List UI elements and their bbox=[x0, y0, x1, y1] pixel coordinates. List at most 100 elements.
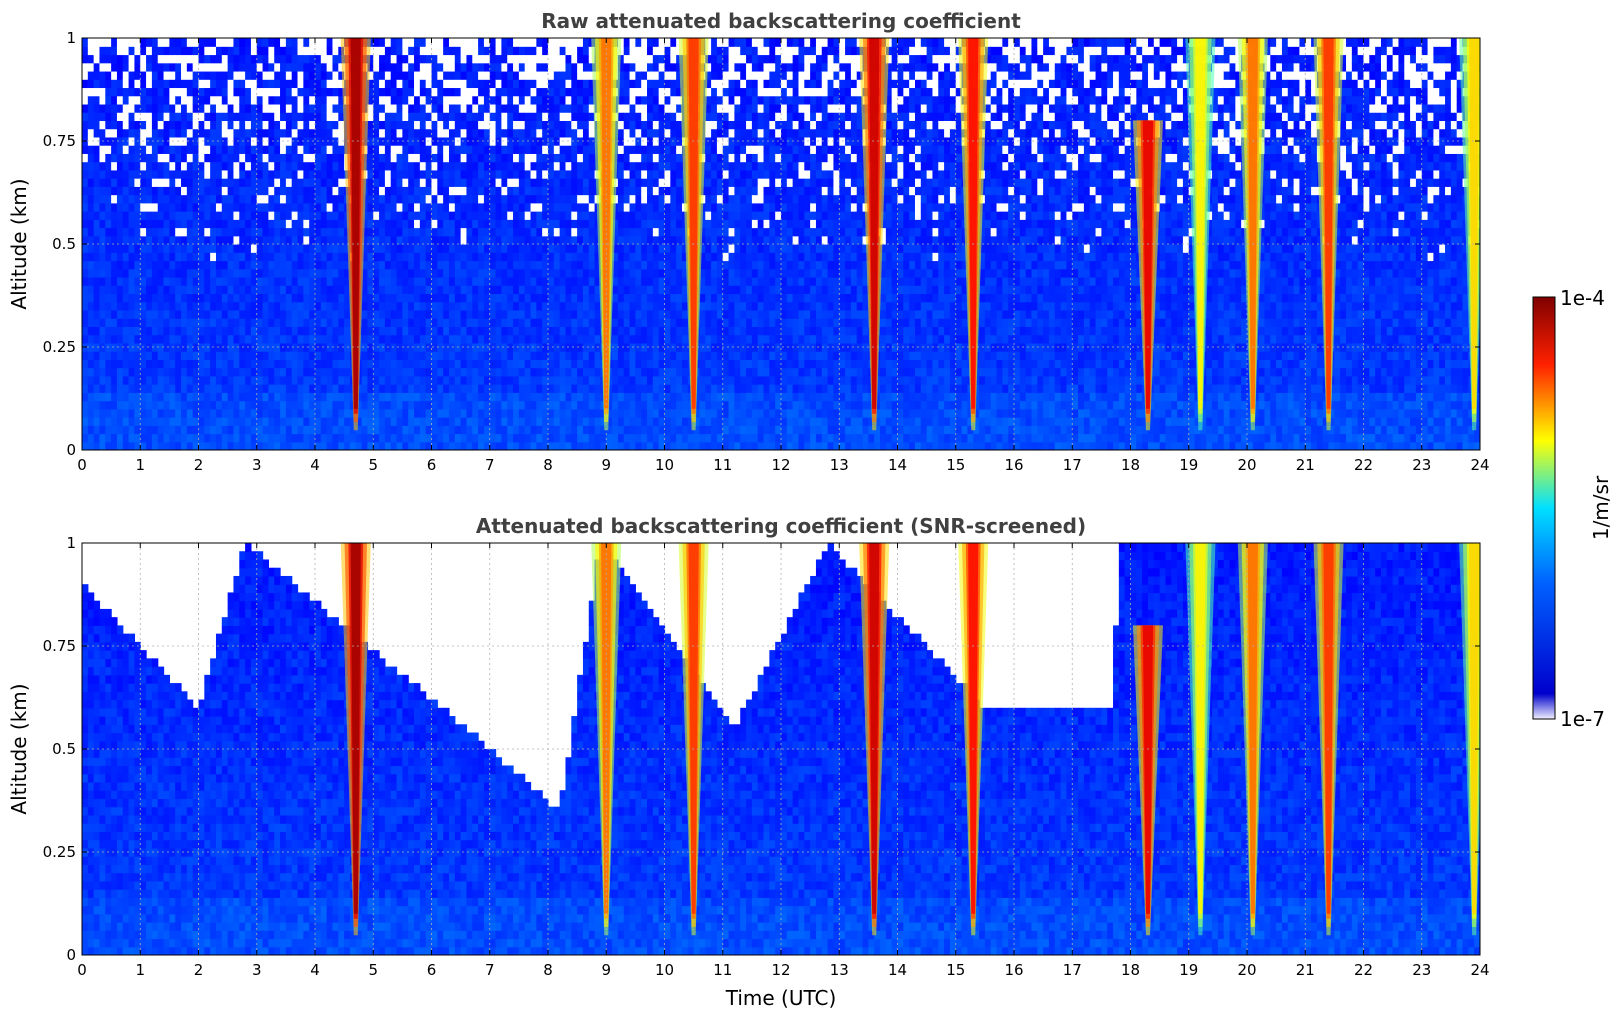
plume-0-layer-3 bbox=[350, 38, 361, 409]
plume-2-layer-3 bbox=[688, 543, 699, 914]
plume-8 bbox=[1313, 543, 1344, 936]
x-tick-label: 6 bbox=[427, 961, 437, 979]
x-tick-label: 7 bbox=[485, 456, 495, 474]
plume-9 bbox=[1459, 38, 1480, 431]
colorbar-scale bbox=[1532, 296, 1556, 720]
y-tick-label: 0.5 bbox=[52, 235, 76, 253]
x-tick-label: 6 bbox=[427, 456, 437, 474]
x-tick-label: 10 bbox=[655, 961, 674, 979]
x-tick-label: 12 bbox=[771, 456, 790, 474]
colorbar-unit-label: 1/m/sr bbox=[1589, 475, 1613, 540]
x-tick-label: 23 bbox=[1412, 961, 1431, 979]
plume-9-layer-3 bbox=[1469, 543, 1480, 914]
x-axis-label: Time (UTC) bbox=[725, 986, 837, 1010]
plume-6-layer-3 bbox=[1195, 38, 1206, 409]
y-tick-label: 1 bbox=[66, 534, 76, 552]
x-tick-label: 3 bbox=[252, 961, 262, 979]
raw-y-axis-label: Altitude (km) bbox=[7, 178, 31, 309]
colorbar-min-label: 1e-7 bbox=[1560, 707, 1605, 731]
y-tick-label: 0 bbox=[66, 946, 76, 964]
x-tick-label: 5 bbox=[368, 456, 378, 474]
plume-8 bbox=[1313, 38, 1344, 431]
x-tick-label: 14 bbox=[888, 961, 907, 979]
x-tick-label: 1 bbox=[135, 961, 145, 979]
x-tick-label: 16 bbox=[1004, 456, 1023, 474]
x-tick-label: 7 bbox=[485, 961, 495, 979]
x-tick-label: 2 bbox=[194, 456, 204, 474]
x-tick-label: 12 bbox=[771, 961, 790, 979]
plume-0 bbox=[340, 38, 371, 431]
y-tick-label: 0 bbox=[66, 441, 76, 459]
x-tick-label: 1 bbox=[135, 456, 145, 474]
x-tick-label: 4 bbox=[310, 456, 320, 474]
x-tick-label: 21 bbox=[1296, 456, 1315, 474]
plume-4 bbox=[958, 543, 989, 936]
plume-6 bbox=[1185, 38, 1216, 431]
x-tick-label: 22 bbox=[1354, 456, 1373, 474]
plume-7-layer-3 bbox=[1247, 543, 1258, 914]
plume-2 bbox=[678, 38, 709, 431]
x-tick-label: 9 bbox=[601, 456, 611, 474]
plume-5 bbox=[1132, 120, 1164, 431]
x-tick-label: 13 bbox=[830, 961, 849, 979]
x-tick-label: 4 bbox=[310, 961, 320, 979]
x-tick-label: 11 bbox=[713, 961, 732, 979]
plume-2 bbox=[678, 543, 709, 936]
x-tick-label: 0 bbox=[77, 456, 87, 474]
plume-2-layer-3 bbox=[688, 38, 699, 409]
x-tick-label: 19 bbox=[1179, 961, 1198, 979]
plume-5-layer-3 bbox=[1142, 625, 1154, 914]
x-tick-label: 18 bbox=[1121, 456, 1140, 474]
plume-3-layer-3 bbox=[869, 543, 880, 914]
screened-panel-title: Attenuated backscattering coefficient (S… bbox=[476, 514, 1086, 538]
plume-3-layer-3 bbox=[869, 38, 880, 409]
plume-9-layer-3 bbox=[1469, 38, 1480, 409]
x-tick-label: 24 bbox=[1470, 456, 1489, 474]
y-tick-label: 0.5 bbox=[52, 740, 76, 758]
y-tick-label: 1 bbox=[66, 29, 76, 47]
plume-9 bbox=[1459, 543, 1480, 936]
screened-axes: 0 1 2 3 4 5 6 7 8 9 10 11 12 13 14 15 16 17 18 19 20 21 22 23 24… bbox=[43, 534, 1490, 979]
y-tick-label: 0.75 bbox=[43, 637, 76, 655]
plume-8-layer-3 bbox=[1323, 543, 1334, 914]
x-tick-label: 2 bbox=[194, 961, 204, 979]
x-tick-label: 18 bbox=[1121, 961, 1140, 979]
x-tick-label: 17 bbox=[1063, 456, 1082, 474]
screened-y-axis-label: Altitude (km) bbox=[7, 683, 31, 814]
raw-heatmap bbox=[82, 38, 1480, 450]
y-tick-label: 0.25 bbox=[43, 338, 76, 356]
plume-0-layer-3 bbox=[350, 543, 361, 914]
plume-3 bbox=[859, 38, 890, 431]
plume-7-layer-3 bbox=[1247, 38, 1258, 409]
x-tick-label: 19 bbox=[1179, 456, 1198, 474]
x-tick-label: 20 bbox=[1237, 456, 1256, 474]
x-tick-label: 21 bbox=[1296, 961, 1315, 979]
plume-4-layer-3 bbox=[968, 543, 979, 914]
x-tick-label: 11 bbox=[713, 456, 732, 474]
x-tick-label: 8 bbox=[543, 961, 553, 979]
plume-4-layer-3 bbox=[968, 38, 979, 409]
x-tick-label: 8 bbox=[543, 456, 553, 474]
plume-6 bbox=[1185, 543, 1216, 936]
x-tick-label: 23 bbox=[1412, 456, 1431, 474]
x-tick-label: 0 bbox=[77, 961, 87, 979]
x-tick-label: 17 bbox=[1063, 961, 1082, 979]
plume-5-layer-3 bbox=[1142, 120, 1154, 409]
x-tick-label: 22 bbox=[1354, 961, 1373, 979]
x-tick-label: 5 bbox=[368, 961, 378, 979]
plume-0 bbox=[340, 543, 371, 936]
raw-panel-title: Raw attenuated backscattering coefficien… bbox=[541, 9, 1021, 33]
y-tick-label: 0.75 bbox=[43, 132, 76, 150]
x-tick-label: 9 bbox=[601, 961, 611, 979]
screened-backscatter-panel: Attenuated backscattering coefficient (S… bbox=[7, 514, 1490, 1010]
y-tick-label: 0.25 bbox=[43, 843, 76, 861]
x-tick-label: 3 bbox=[252, 456, 262, 474]
screened-heatmap bbox=[82, 543, 1480, 955]
plume-3 bbox=[859, 543, 890, 936]
x-tick-label: 15 bbox=[946, 456, 965, 474]
colorbar-max-label: 1e-4 bbox=[1560, 286, 1605, 310]
plume-4 bbox=[958, 38, 989, 431]
x-tick-label: 13 bbox=[830, 456, 849, 474]
plume-6-layer-3 bbox=[1195, 543, 1206, 914]
